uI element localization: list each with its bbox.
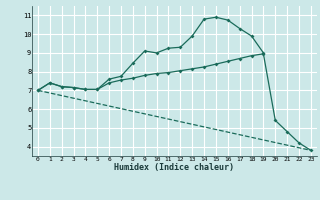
X-axis label: Humidex (Indice chaleur): Humidex (Indice chaleur) bbox=[115, 163, 234, 172]
